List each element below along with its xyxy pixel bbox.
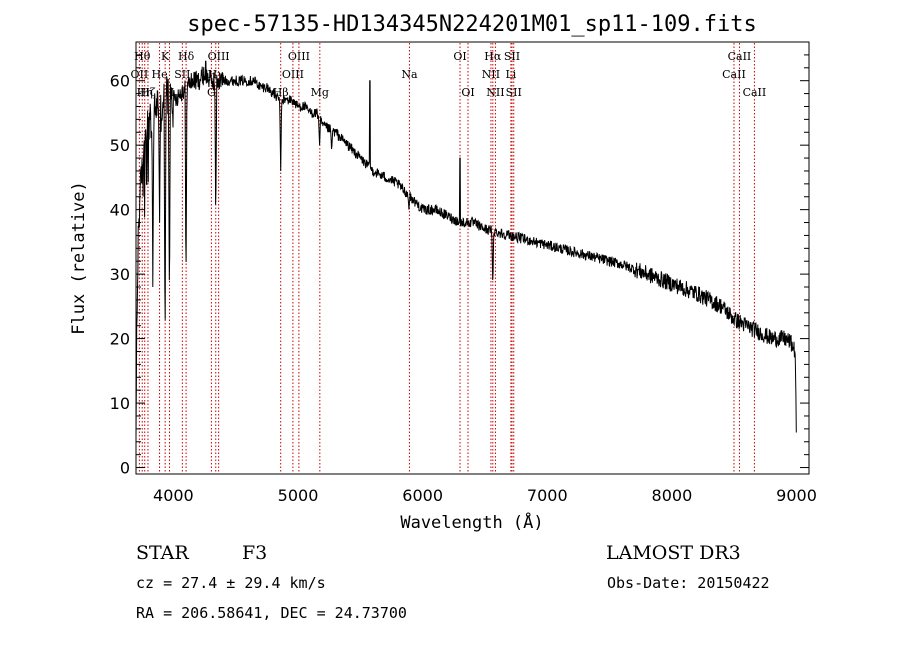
x-tick-label: 7000	[527, 486, 568, 505]
plot-frame	[135, 41, 810, 475]
redshift-text: cz = 27.4 ± 29.4 km/s	[136, 574, 326, 592]
y-axis: 0 10 20 30 40 50 60	[110, 54, 809, 478]
spectral-line-label: Hζ	[140, 86, 156, 99]
spectral-line-label: K	[161, 50, 170, 63]
y-tick-label: 40	[110, 201, 130, 220]
y-tick-label: 20	[110, 330, 130, 349]
survey-name: LAMOST DR3	[606, 542, 741, 564]
y-tick-label: 60	[110, 72, 130, 91]
object-class: STAR	[136, 542, 189, 564]
spectral-line-label: NII	[486, 86, 504, 99]
flux-series-line	[135, 60, 797, 437]
x-tick-label: 8000	[652, 486, 693, 505]
spectral-line-label: H	[165, 86, 175, 99]
spectral-line-label: OIII	[282, 68, 304, 81]
y-tick-label: 30	[110, 265, 130, 284]
spectral-line-label: NII	[482, 68, 500, 81]
spectral-line-label: Hη	[137, 86, 153, 99]
spectral-line-label: Li	[505, 68, 516, 81]
x-axis-label: Wavelength (Å)	[400, 511, 543, 533]
y-axis-label: Flux (relative)	[69, 181, 89, 335]
spectral-line-markers	[138, 43, 755, 473]
x-axis: 4000 5000 6000 7000 8000 9000	[153, 486, 817, 505]
x-tick-label: 6000	[402, 486, 443, 505]
object-subclass: F3	[242, 542, 267, 564]
spectral-line-label: Hα	[484, 50, 502, 63]
y-tick-label: 10	[110, 394, 130, 413]
coordinates-text: RA = 206.58641, DEC = 24.73700	[136, 604, 407, 622]
spectral-line-label: Na	[401, 68, 418, 81]
spectral-line-label: Mg	[311, 86, 329, 99]
spectral-line-label: OI	[461, 86, 474, 99]
spectral-line-label: CaII	[722, 68, 746, 81]
y-tick-label: 0	[120, 459, 130, 478]
spectral-line-label: OII	[131, 68, 149, 81]
spectral-line-label: SII	[504, 50, 520, 63]
obs-date: Obs-Date: 20150422	[607, 574, 770, 592]
spectral-line-labels: HθOIIHηHζKHeHHδSIIGOIIIHγHβOIIIOIIIMgNaO…	[131, 50, 767, 99]
x-tick-label: 4000	[153, 486, 194, 505]
spectral-line-label: SII	[506, 86, 522, 99]
spectral-line-label: OIII	[208, 50, 230, 63]
spectral-line-label: G	[207, 86, 216, 99]
spectral-line-label: He	[152, 68, 168, 81]
spectral-line-label: CaII	[728, 50, 752, 63]
spectral-line-label: SII	[174, 68, 190, 81]
spectral-line-label: OIII	[288, 50, 310, 63]
x-tick-label: 5000	[278, 486, 319, 505]
x-tick-label: 9000	[776, 486, 817, 505]
spectral-line-label: CaII	[743, 86, 767, 99]
spectral-line-label: Hδ	[178, 50, 195, 63]
chart-title: spec-57135-HD134345N224201M01_sp11-109.f…	[187, 12, 757, 37]
spectral-line-label: OI	[453, 50, 466, 63]
spectral-line-label: Hθ	[134, 50, 151, 63]
y-tick-label: 50	[110, 136, 130, 155]
